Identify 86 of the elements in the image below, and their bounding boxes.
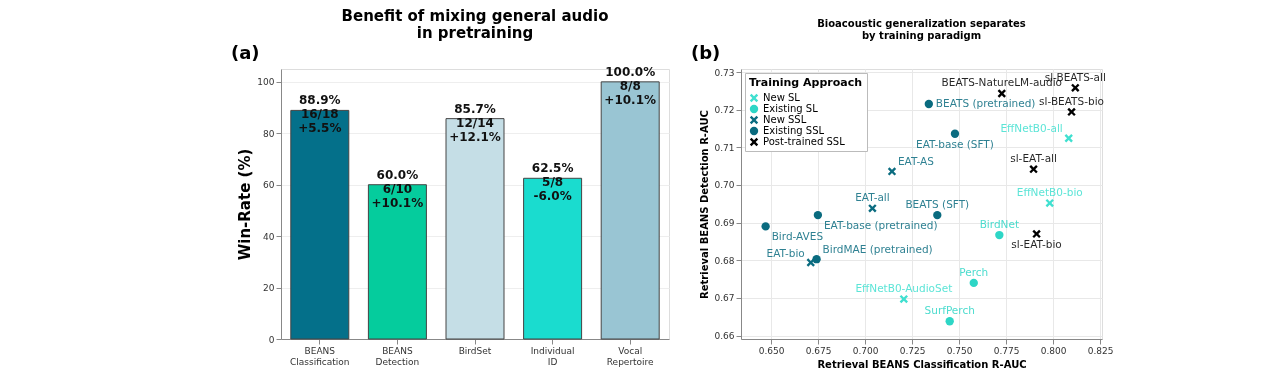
- bar: [367, 184, 427, 340]
- x-tick-label: 0.650: [758, 345, 785, 356]
- annotation: EAT-base (SFT): [916, 137, 994, 150]
- point: [995, 230, 1004, 240]
- bar: [445, 118, 505, 340]
- y-tick-label: 100: [257, 77, 275, 88]
- point: [812, 254, 821, 264]
- chart-title: Benefit of mixing general audio in pretraining: [341, 7, 609, 42]
- x-tick-label: 0.750: [946, 345, 973, 356]
- annotation: BEATS (pretrained): [935, 97, 1036, 110]
- bar: [290, 109, 350, 340]
- point: [813, 210, 823, 220]
- text: (a): [231, 42, 260, 63]
- annotation: EffNetB0-all: [1000, 122, 1063, 135]
- x-tick-label: Vocal Repertoire: [606, 345, 655, 367]
- annotation: EAT-AS: [897, 155, 935, 168]
- x-tick-label: 0.675: [805, 345, 832, 356]
- annotation: BirdMAE (pretrained): [822, 243, 933, 256]
- annotation: EffNetB0-AudioSet: [855, 282, 953, 295]
- point: [887, 167, 897, 176]
- point: [1071, 83, 1080, 93]
- x-tick-label: 0.725: [899, 345, 926, 356]
- annotation: Bird-AVES: [771, 230, 824, 243]
- point: [1029, 164, 1038, 174]
- annotation: BEATS (SFT): [905, 198, 970, 211]
- annotation: sl-EAT-all: [1010, 152, 1057, 165]
- legend-title: Training Approach: [749, 76, 863, 89]
- point: [1032, 229, 1041, 239]
- annotation: SurfPerch: [924, 304, 975, 317]
- data-label: 60.0% 6/10 +10.1%: [371, 167, 424, 210]
- data-label: 62.5% 5/8 -6.0%: [531, 161, 574, 204]
- point: [997, 89, 1006, 98]
- text: (b): [691, 42, 721, 63]
- y-tick-label: 40: [263, 231, 275, 242]
- point: [899, 294, 909, 304]
- y-tick-label: 0.66: [714, 331, 735, 342]
- x-tick-label: 0.800: [1040, 345, 1067, 356]
- point: [1067, 107, 1076, 117]
- y-tick-label: 0.69: [714, 218, 735, 229]
- point: [924, 99, 934, 109]
- y-tick-label: 0.68: [714, 255, 735, 266]
- bar: [523, 177, 583, 340]
- x-tick-label: 0.775: [993, 345, 1020, 356]
- point: [969, 278, 978, 288]
- bar: [600, 81, 660, 340]
- y-tick-label: 0.72: [714, 105, 735, 116]
- y-axis-title: Win-Rate (%): [236, 148, 255, 261]
- annotation: EAT-base (pretrained): [823, 219, 938, 232]
- point: [945, 317, 954, 326]
- y-tick-label: 0.73: [714, 67, 735, 78]
- x-axis-title: Retrieval BEANS Classification R-AUC: [817, 358, 1027, 370]
- x-tick-label: BEANS Classification: [290, 345, 350, 367]
- point: [1045, 198, 1054, 208]
- data-label: 85.7% 12/14 +12.1%: [449, 101, 501, 144]
- legend-label: Existing SL: [763, 103, 819, 114]
- point: [761, 222, 770, 231]
- data-label: 88.9% 16/18 +5.5%: [298, 93, 342, 136]
- annotation: sl-BEATS-bio: [1039, 94, 1104, 107]
- x-tick-label: 0.700: [852, 345, 879, 356]
- x-tick-label: 0.825: [1087, 345, 1114, 356]
- annotation: BirdNet: [979, 218, 1020, 231]
- point: [950, 129, 960, 138]
- y-tick-label: 60: [263, 180, 275, 191]
- x-tick-label: Individual ID: [530, 345, 575, 367]
- annotation: EffNetB0-bio: [1016, 186, 1083, 199]
- y-axis-title: Retrieval BEANS Detection R-AUC: [699, 110, 711, 299]
- y-tick-label: 20: [263, 283, 275, 294]
- legend-label: New SSL: [763, 114, 807, 125]
- point: [933, 210, 942, 220]
- x-tick-label: BirdSet: [458, 345, 492, 356]
- annotation: sl-EAT-bio: [1011, 237, 1062, 250]
- annotation: Perch: [959, 265, 989, 278]
- x-tick-label: BEANS Detection: [375, 345, 420, 367]
- legend-label: Existing SSL: [763, 125, 825, 136]
- y-tick-label: 0.71: [714, 142, 735, 153]
- point: [1064, 134, 1073, 143]
- annotation: EAT-bio: [766, 246, 805, 259]
- annotation: EAT-all: [855, 191, 890, 204]
- legend-label: Post-trained SSL: [763, 136, 846, 147]
- chart-title: Bioacoustic generalization separates by training paradigm: [817, 18, 1026, 41]
- data-label: 100.0% 8/8 +10.1%: [604, 64, 657, 107]
- legend-label: New SL: [763, 92, 801, 103]
- y-tick-label: 80: [263, 128, 275, 139]
- y-tick-label: 0.67: [714, 293, 735, 304]
- y-tick-label: 0: [268, 334, 275, 345]
- y-tick-label: 0.70: [714, 180, 735, 191]
